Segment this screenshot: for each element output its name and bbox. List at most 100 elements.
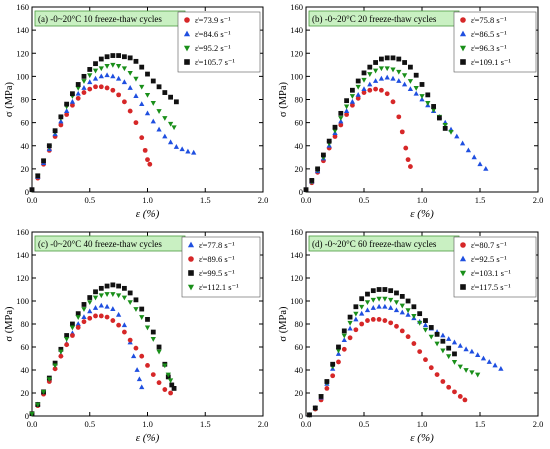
data-point [364, 300, 371, 306]
data-point [150, 337, 156, 342]
data-point [370, 305, 376, 310]
y-tick-label: 100 [290, 296, 303, 306]
data-point [417, 349, 423, 354]
data-point [104, 314, 110, 320]
data-point [332, 134, 338, 139]
x-tick-label: 0.5 [84, 195, 95, 205]
data-point [332, 128, 338, 134]
data-point [309, 178, 315, 183]
y-tick-label: 60 [21, 118, 30, 128]
data-point [442, 123, 448, 128]
data-point [104, 283, 110, 289]
data-point [127, 290, 133, 296]
y-tick-label: 100 [290, 71, 303, 81]
data-point [165, 372, 171, 378]
legend-marker [460, 284, 466, 290]
data-point [87, 300, 93, 306]
data-point [425, 92, 431, 98]
legend-entry: ε̇=112.1 s⁻¹ [199, 282, 239, 292]
data-point [341, 333, 347, 339]
data-point [122, 54, 127, 60]
x-tick-label: 1.5 [475, 419, 486, 429]
data-point [98, 56, 104, 62]
data-point [475, 372, 481, 378]
data-point [133, 120, 139, 126]
series-1 [29, 84, 153, 193]
data-point [361, 86, 367, 92]
legend-entry: ε̇=84.6 s⁻¹ [195, 29, 231, 39]
data-point [139, 384, 145, 390]
data-point [156, 109, 162, 114]
data-point [52, 363, 58, 369]
data-point [104, 303, 110, 309]
data-point [139, 353, 145, 359]
data-point [407, 79, 414, 84]
data-point [150, 372, 156, 377]
data-point [440, 332, 446, 338]
data-point [147, 161, 153, 167]
legend: ε̇=75.8 s⁻¹ ε̇=86.5 s⁻¹ ε̇=96.3 s⁻¹ ε̇=109.… [453, 11, 537, 73]
data-point [344, 112, 349, 117]
data-point [29, 187, 35, 193]
data-point [388, 288, 394, 294]
y-tick-label: 160 [290, 2, 303, 12]
data-point [81, 73, 87, 79]
data-point [388, 305, 394, 310]
data-point [382, 318, 388, 323]
data-point [343, 108, 350, 113]
data-point [81, 319, 87, 325]
data-point [139, 315, 145, 320]
data-point [361, 90, 367, 95]
series-4 [29, 53, 179, 193]
y-tick-label: 80 [21, 319, 30, 329]
legend-marker [184, 59, 190, 65]
data-point [156, 349, 162, 355]
data-point [98, 73, 104, 79]
data-point [144, 110, 151, 116]
data-point [70, 91, 75, 97]
legend-marker [183, 45, 191, 52]
data-point [370, 317, 376, 322]
legend-marker [460, 17, 466, 23]
legend-entry: ε̇=105.7 s⁻¹ [195, 57, 235, 67]
data-point [353, 311, 359, 317]
x-axis-label: ε (%) [136, 432, 160, 444]
data-point [390, 99, 396, 105]
data-point [121, 295, 128, 301]
data-point [390, 67, 396, 73]
data-point [457, 364, 463, 370]
data-point [116, 53, 122, 58]
data-point [75, 321, 81, 326]
panel-label: (a) -0~20°C 10 freeze-thaw cycles [34, 10, 186, 27]
legend-marker [187, 241, 195, 248]
data-point [396, 114, 402, 120]
y-tick-label: 40 [295, 141, 304, 151]
data-point [428, 325, 434, 330]
data-point [376, 317, 382, 322]
y-tick-label: 0 [299, 411, 303, 421]
data-point [98, 84, 104, 90]
data-point [87, 86, 93, 92]
legend-entry: ε̇=80.7 s⁻¹ [471, 240, 507, 250]
data-point [394, 323, 399, 329]
data-point [145, 363, 150, 368]
data-point [93, 289, 98, 295]
x-tick-label: 0.0 [27, 419, 38, 429]
data-point [372, 78, 379, 83]
legend-entry: ε̇=77.8 s⁻¹ [199, 240, 235, 250]
data-point [359, 310, 365, 316]
legend-entry: ε̇=75.8 s⁻¹ [471, 15, 507, 25]
data-point [58, 118, 64, 124]
data-point [370, 297, 376, 303]
y-tick-label: 120 [16, 48, 29, 58]
data-point [463, 368, 469, 373]
data-point [134, 367, 140, 372]
data-point [384, 66, 390, 72]
series-2 [306, 303, 504, 417]
data-point [191, 149, 197, 155]
x-axis-label: ε (%) [136, 208, 160, 220]
y-tick-label: 80 [295, 95, 304, 105]
data-point [471, 154, 477, 160]
data-point [347, 314, 353, 320]
